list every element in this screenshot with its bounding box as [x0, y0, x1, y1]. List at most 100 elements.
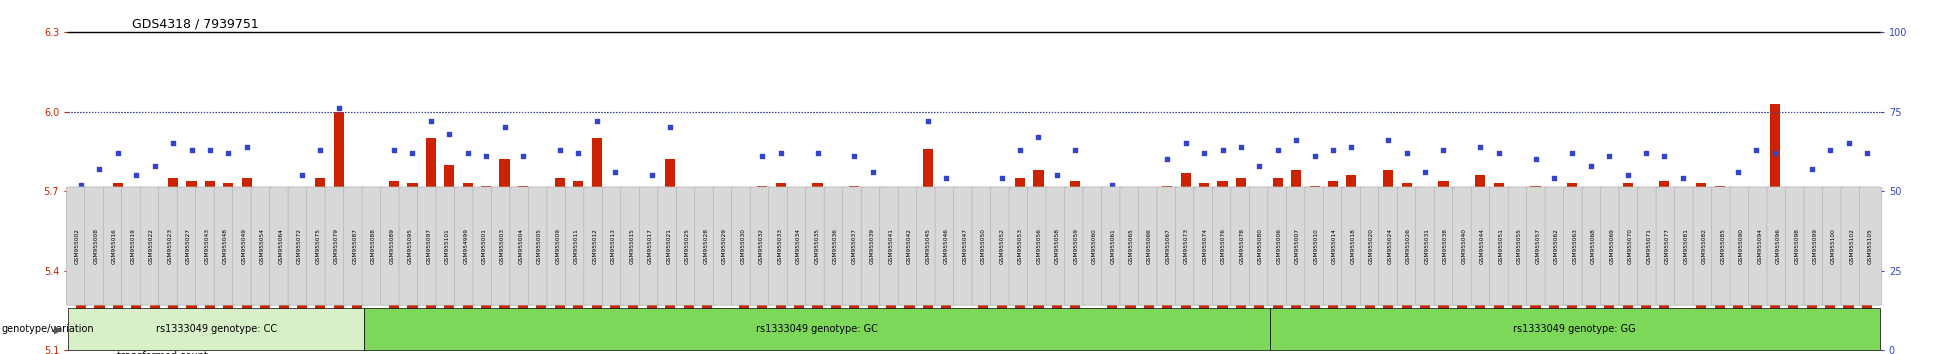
Text: GSM955035: GSM955035	[814, 228, 820, 264]
Text: GSM955082: GSM955082	[1703, 228, 1706, 264]
Point	[269, 220, 300, 226]
Text: GSM955070: GSM955070	[1629, 228, 1632, 264]
Point	[1502, 192, 1533, 197]
Text: GSM955013: GSM955013	[612, 228, 616, 264]
Bar	[738, 263, 748, 350]
Bar	[701, 276, 713, 350]
Bar	[629, 305, 639, 350]
Text: GSM955054: GSM955054	[259, 228, 265, 264]
Bar	[1420, 191, 1430, 350]
Point	[286, 172, 318, 178]
Point	[195, 147, 226, 153]
Point	[1114, 249, 1145, 255]
Bar	[1788, 191, 1798, 350]
Text: GSM955057: GSM955057	[1535, 228, 1541, 264]
Text: GSM955001: GSM955001	[481, 228, 487, 264]
Point	[1023, 134, 1054, 140]
Bar	[1272, 178, 1284, 350]
Bar	[1494, 183, 1504, 350]
Bar	[1862, 191, 1872, 350]
Text: GSM955032: GSM955032	[760, 228, 764, 264]
Bar	[1366, 218, 1375, 350]
Point	[1519, 156, 1551, 162]
Text: GSM955048: GSM955048	[222, 228, 228, 264]
Text: GSM955043: GSM955043	[205, 228, 208, 264]
Point	[783, 252, 814, 258]
Point	[1667, 176, 1699, 181]
Bar	[76, 199, 86, 350]
Bar	[242, 178, 251, 350]
Bar	[1126, 276, 1136, 350]
Bar	[1032, 170, 1044, 350]
Text: GSM955071: GSM955071	[1646, 228, 1652, 264]
Bar	[205, 181, 214, 350]
Text: GSM955094: GSM955094	[1757, 228, 1763, 264]
Bar	[1015, 178, 1025, 350]
Point	[138, 163, 169, 169]
Point	[360, 316, 392, 321]
Bar	[462, 183, 473, 350]
Point	[232, 144, 263, 149]
Bar	[647, 191, 656, 350]
Text: GSM955089: GSM955089	[390, 228, 393, 264]
Text: GSM955015: GSM955015	[629, 228, 635, 264]
Bar	[1255, 188, 1264, 350]
Bar	[1329, 181, 1338, 350]
Text: GSM955029: GSM955029	[723, 228, 727, 264]
Text: GSM955069: GSM955069	[1609, 228, 1615, 264]
Text: GSM955018: GSM955018	[1350, 228, 1356, 264]
Text: GSM955019: GSM955019	[131, 228, 134, 264]
Text: GSM954999: GSM954999	[464, 228, 468, 264]
Bar	[941, 199, 951, 350]
Point	[304, 147, 335, 153]
Bar	[168, 178, 177, 350]
Point	[434, 131, 466, 137]
Bar	[886, 218, 896, 350]
Point	[1410, 169, 1442, 175]
Point	[84, 166, 115, 172]
Text: GSM955003: GSM955003	[501, 228, 505, 264]
Text: GSM955044: GSM955044	[1480, 228, 1484, 264]
Text: GSM955009: GSM955009	[555, 228, 561, 264]
Text: GSM955036: GSM955036	[834, 228, 838, 264]
Point	[1097, 182, 1128, 188]
Bar	[1751, 212, 1761, 350]
Text: GSM955004: GSM955004	[518, 228, 524, 264]
Text: GSM955055: GSM955055	[1517, 228, 1521, 264]
Bar	[407, 183, 417, 350]
Bar	[279, 225, 288, 350]
Text: GSM955079: GSM955079	[333, 228, 339, 264]
Point	[1556, 150, 1588, 156]
Text: GSM955102: GSM955102	[1849, 228, 1854, 264]
Point	[655, 125, 686, 130]
Point	[489, 125, 520, 130]
Point	[1593, 153, 1625, 159]
Point	[803, 150, 834, 156]
Point	[637, 172, 668, 178]
Text: GSM955059: GSM955059	[1073, 228, 1077, 264]
Bar	[94, 191, 105, 350]
Bar	[333, 112, 345, 350]
Text: GSM955038: GSM955038	[1443, 228, 1447, 264]
Text: GSM955063: GSM955063	[1572, 228, 1578, 264]
Text: GSM955025: GSM955025	[686, 228, 690, 264]
Bar	[1697, 183, 1706, 350]
Text: ▶: ▶	[55, 324, 62, 334]
Text: GSM955101: GSM955101	[444, 228, 450, 264]
Bar	[1586, 188, 1595, 350]
Bar	[296, 191, 308, 350]
Bar	[1475, 175, 1486, 350]
Bar	[1438, 181, 1449, 350]
Text: GSM955031: GSM955031	[1424, 228, 1430, 264]
Point	[1134, 207, 1165, 213]
Text: GSM955081: GSM955081	[1683, 228, 1689, 264]
Bar	[1383, 170, 1393, 350]
Text: GSM955066: GSM955066	[1147, 228, 1151, 264]
Text: GSM955028: GSM955028	[703, 228, 709, 264]
Point	[1336, 144, 1367, 149]
Point	[1299, 153, 1330, 159]
Text: GSM955077: GSM955077	[1666, 228, 1669, 264]
Bar	[923, 149, 933, 350]
Point	[581, 118, 612, 124]
Text: GSM955065: GSM955065	[1128, 228, 1134, 264]
